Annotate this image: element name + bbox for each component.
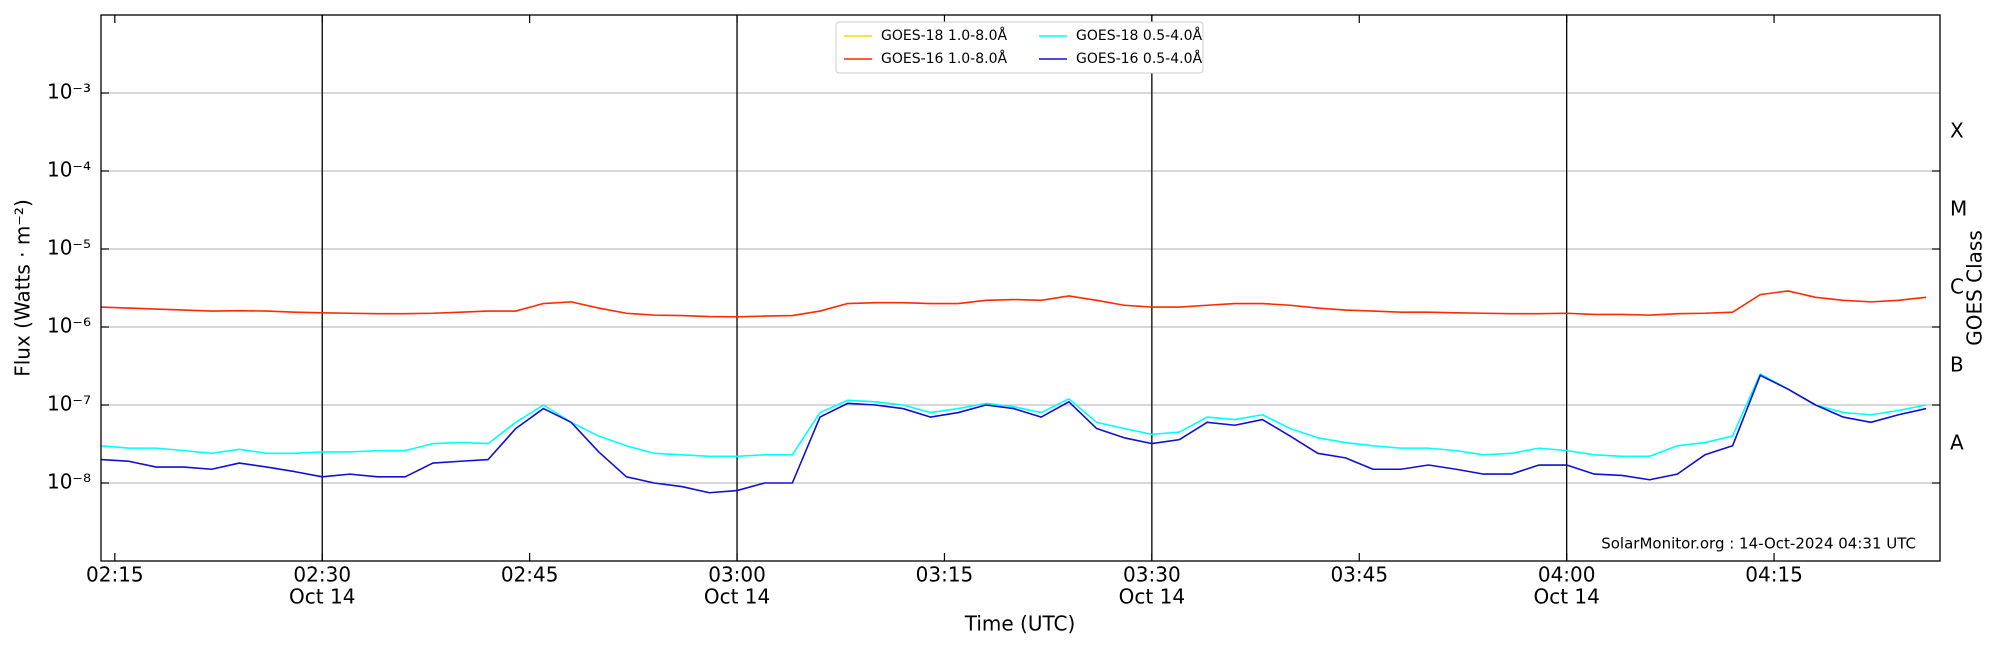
- y-tick-label: 10⁻³: [47, 80, 91, 104]
- legend-label: GOES-18 1.0-8.0Å: [881, 27, 1007, 44]
- y2-tick-label: M: [1950, 197, 1967, 221]
- y-axis-label: Flux (Watts · m⁻²): [11, 199, 35, 377]
- legend-label: GOES-16 0.5-4.0Å: [1076, 50, 1202, 67]
- y2-axis-label: GOES Class: [1963, 230, 1987, 346]
- y2-tick-label: C: [1950, 275, 1964, 299]
- x-tick-label: 02:30: [293, 563, 351, 587]
- y2-tick-label: X: [1950, 119, 1964, 143]
- y-tick-label: 10⁻⁸: [47, 470, 91, 494]
- x-tick-label: 03:00: [708, 563, 766, 587]
- legend-label: GOES-18 0.5-4.0Å: [1076, 27, 1202, 44]
- y-tick-label: 10⁻⁵: [47, 236, 91, 260]
- x-axis-label: Time (UTC): [964, 612, 1076, 636]
- x-tick-date: Oct 14: [1119, 585, 1185, 609]
- x-tick-label: 03:30: [1123, 563, 1181, 587]
- series-line: [101, 374, 1927, 494]
- series-line: [101, 290, 1927, 318]
- plot-frame: [100, 14, 1941, 562]
- x-tick-label: 03:45: [1330, 563, 1388, 587]
- x-tick-date: Oct 14: [704, 585, 770, 609]
- series-line: [101, 373, 1927, 458]
- y-tick-label: 10⁻⁶: [47, 314, 91, 338]
- x-tick-date: Oct 14: [289, 585, 355, 609]
- y2-tick-label: B: [1950, 353, 1964, 377]
- annotation: SolarMonitor.org : 14-Oct-2024 04:31 UTC: [1601, 535, 1916, 553]
- y-tick-label: 10⁻⁷: [47, 392, 91, 416]
- legend-label: GOES-16 1.0-8.0Å: [881, 50, 1007, 67]
- y-tick-label: 10⁻⁴: [47, 158, 91, 182]
- x-tick-date: Oct 14: [1533, 585, 1599, 609]
- y2-tick-label: A: [1950, 431, 1964, 455]
- legend-box: [835, 21, 1204, 74]
- x-tick-label: 02:45: [501, 563, 559, 587]
- x-tick-label: 03:15: [916, 563, 974, 587]
- x-tick-label: 02:15: [86, 563, 144, 587]
- x-tick-label: 04:15: [1745, 563, 1803, 587]
- x-tick-label: 04:00: [1538, 563, 1596, 587]
